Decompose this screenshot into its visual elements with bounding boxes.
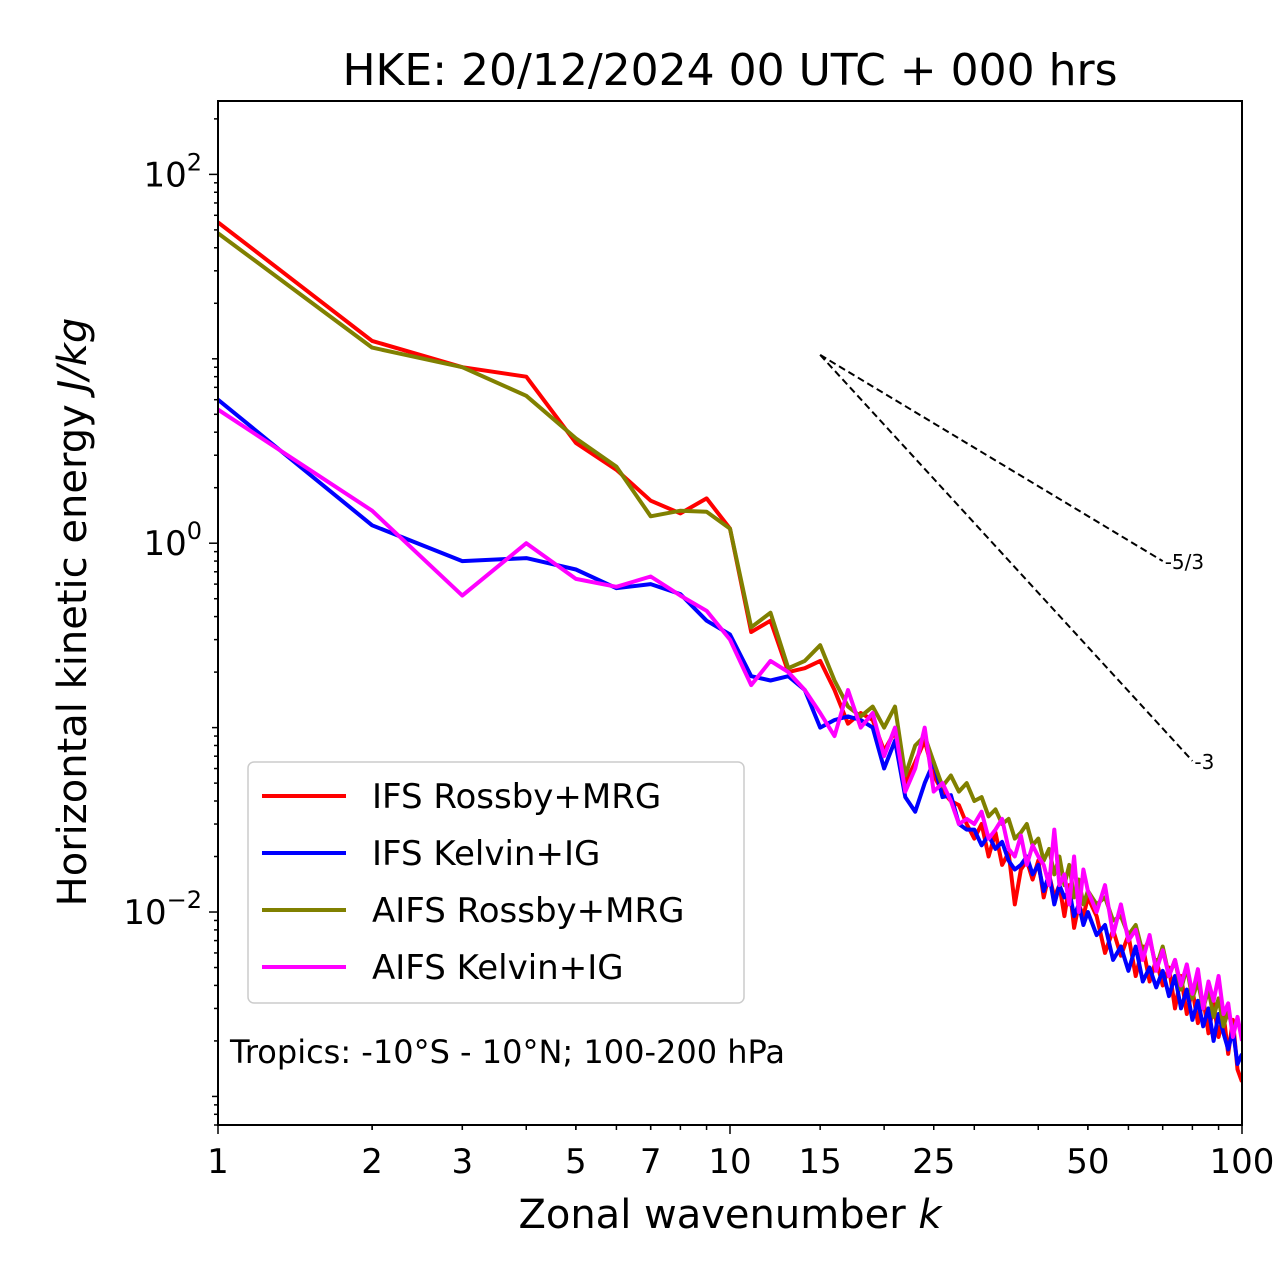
- x-tick-label: 25: [912, 1142, 955, 1182]
- x-tick-label: 5: [565, 1142, 587, 1182]
- region-annotation: Tropics: -10°S - 10°N; 100-200 hPa: [229, 1033, 785, 1071]
- axes: 1 2 3 5 7 10 15 25 50 100 10−2 100 102: [123, 100, 1275, 1182]
- legend-label: AIFS Rossby+MRG: [372, 891, 684, 931]
- y-tick-label: 10−2: [123, 886, 202, 933]
- reference-slopes: -5/3 -3: [819, 354, 1214, 774]
- reference-slope-label-1: -5/3: [1165, 550, 1204, 574]
- legend-label: IFS Kelvin+IG: [372, 834, 600, 874]
- series-line-4: [218, 407, 1242, 1042]
- reference-slope-line-1: [819, 354, 1164, 562]
- x-tick-label: 10: [708, 1142, 751, 1182]
- x-tick-label: 50: [1066, 1142, 1109, 1182]
- legend-label: IFS Rossby+MRG: [372, 777, 661, 817]
- y-tick-label: 100: [143, 517, 202, 564]
- series-layer: [218, 220, 1242, 1083]
- legend-box: [247, 761, 745, 1004]
- legend-label: AIFS Kelvin+IG: [372, 948, 624, 988]
- reference-slope-line-2: [819, 354, 1194, 762]
- y-axis-label: Horizontal kinetic energy J/kg: [50, 318, 96, 907]
- chart-title: HKE: 20/12/2024 00 UTC + 000 hrs: [342, 45, 1117, 96]
- x-axis-label: Zonal wavenumber k: [518, 1192, 943, 1238]
- x-tick-label: 3: [451, 1142, 473, 1182]
- x-tick-label: 2: [361, 1142, 383, 1182]
- x-tick-label: 7: [640, 1142, 662, 1182]
- x-tick-label: 15: [799, 1142, 842, 1182]
- x-tick-label: 1: [207, 1142, 229, 1182]
- x-tick-label: 100: [1210, 1142, 1275, 1182]
- y-tick-label: 102: [143, 148, 202, 195]
- reference-slope-label-2: -3: [1194, 750, 1214, 774]
- legend: IFS Rossby+MRG IFS Kelvin+IG AIFS Rossby+M…: [247, 761, 745, 1004]
